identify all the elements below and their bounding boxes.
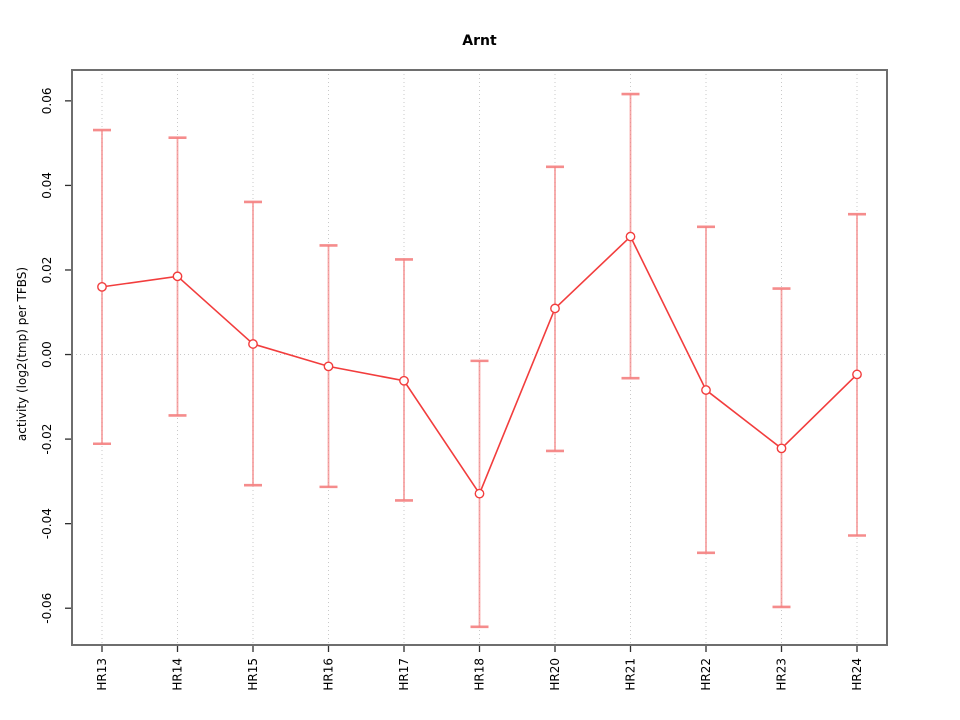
y-tick-label: 0.00 bbox=[40, 341, 54, 368]
data-point bbox=[550, 303, 560, 314]
y-tick-label: -0.02 bbox=[40, 424, 54, 455]
x-tick-label: HR24 bbox=[850, 658, 864, 691]
x-tick-label: HR14 bbox=[171, 658, 185, 691]
x-tick-label: HR22 bbox=[699, 658, 713, 691]
data-point bbox=[625, 231, 636, 242]
x-tick-label: HR20 bbox=[548, 658, 562, 691]
data-point bbox=[248, 339, 258, 349]
data-point bbox=[172, 271, 183, 282]
data-point bbox=[701, 385, 711, 395]
data-point bbox=[776, 443, 787, 454]
y-tick-label: 0.04 bbox=[40, 172, 54, 199]
x-tick-label: HR15 bbox=[246, 658, 260, 691]
data-point bbox=[323, 361, 334, 372]
data-point bbox=[474, 488, 485, 499]
x-tick-label: HR18 bbox=[473, 658, 487, 691]
chart-title: Arnt bbox=[462, 33, 497, 49]
data-point bbox=[852, 369, 862, 380]
y-tick-label: -0.06 bbox=[40, 593, 54, 624]
data-point bbox=[97, 281, 107, 292]
x-tick-label: HR21 bbox=[624, 658, 638, 691]
x-tick-label: HR16 bbox=[322, 658, 336, 691]
y-tick-label: -0.04 bbox=[40, 508, 54, 539]
x-tick-label: HR13 bbox=[95, 658, 109, 691]
x-tick-label: HR17 bbox=[397, 658, 411, 691]
y-tick-label: 0.06 bbox=[40, 88, 54, 115]
y-tick-label: 0.02 bbox=[40, 257, 54, 284]
x-tick-label: HR23 bbox=[775, 658, 789, 691]
plot-frame bbox=[71, 69, 888, 646]
data-point bbox=[399, 375, 409, 386]
